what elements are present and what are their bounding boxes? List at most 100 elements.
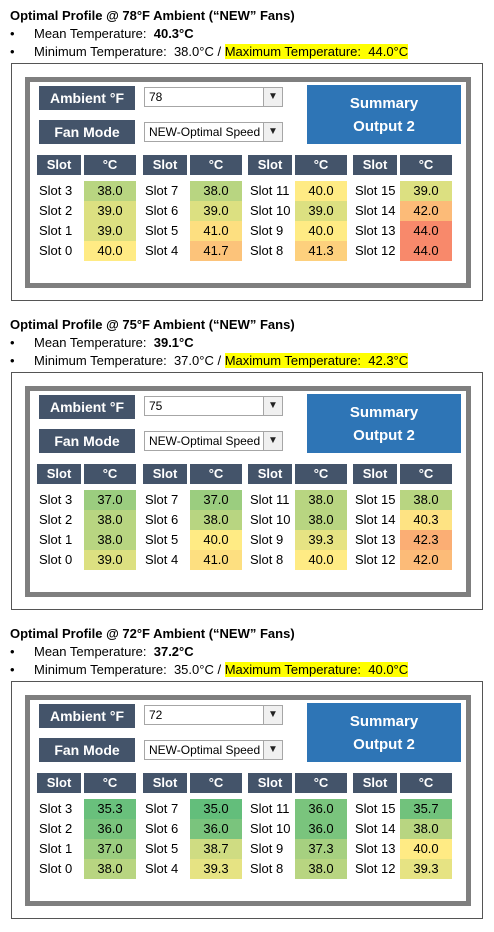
ambient-select[interactable]: 75 ▼	[144, 396, 283, 416]
slot-column-header: Slot	[143, 773, 187, 793]
slot-row: Slot 3 37.0	[37, 490, 136, 510]
dropdown-arrow-icon[interactable]: ▼	[263, 706, 282, 724]
slot-name: Slot 6	[145, 203, 179, 218]
slot-row: Slot 2 38.0	[37, 510, 136, 530]
slot-column-header: Slot	[37, 464, 81, 484]
ambient-select[interactable]: 78 ▼	[144, 87, 283, 107]
slot-row: Slot 5 38.7	[143, 839, 242, 859]
slot-row: Slot 11 40.0	[248, 181, 347, 201]
slot-name: Slot 13	[355, 841, 396, 856]
slot-temperature: 37.0	[84, 839, 136, 859]
celsius-column-header: °C	[190, 155, 242, 175]
slot-row: Slot 1 37.0	[37, 839, 136, 859]
slot-name: Slot 1	[39, 841, 73, 856]
min-max-temperature-line: • Minimum Temperature: 37.0°C / Maximum T…	[10, 353, 409, 368]
slot-column-header: Slot	[353, 773, 397, 793]
celsius-column-header: °C	[190, 773, 242, 793]
mean-temperature-line: • Mean Temperature: 37.2°C	[10, 644, 194, 659]
dropdown-arrow-icon[interactable]: ▼	[263, 123, 282, 141]
slot-row: Slot 4 39.3	[143, 859, 242, 879]
fan-mode-select[interactable]: NEW-Optimal Speed ▼	[144, 431, 283, 451]
separator: /	[217, 44, 222, 59]
slot-temperature: 44.0	[400, 241, 452, 261]
min-max-temperature-line: • Minimum Temperature: 38.0°C / Maximum T…	[10, 44, 409, 59]
slot-row: Slot 12 39.3	[353, 859, 452, 879]
slot-temperature: 39.0	[190, 201, 242, 221]
slot-name: Slot 0	[39, 861, 73, 876]
celsius-column-header: °C	[400, 773, 452, 793]
dropdown-arrow-icon[interactable]: ▼	[263, 88, 282, 106]
slot-row: Slot 8 40.0	[248, 550, 347, 570]
mean-value: 39.1°C	[153, 335, 194, 350]
slot-name: Slot 8	[250, 861, 284, 876]
dropdown-arrow-icon[interactable]: ▼	[263, 432, 282, 450]
slot-row: Slot 14 42.0	[353, 201, 452, 221]
celsius-column-header: °C	[190, 464, 242, 484]
slot-temperature: 38.0	[400, 819, 452, 839]
max-value: 44.0°C	[368, 44, 409, 59]
slot-name: Slot 11	[250, 183, 290, 198]
slot-temperature: 40.3	[400, 510, 452, 530]
slot-temperature: 36.0	[295, 819, 347, 839]
dropdown-arrow-icon[interactable]: ▼	[263, 397, 282, 415]
fan-mode-label: Fan Mode	[39, 429, 135, 453]
fan-mode-select[interactable]: NEW-Optimal Speed ▼	[144, 740, 283, 760]
ambient-select[interactable]: 72 ▼	[144, 705, 283, 725]
profile-panel: Ambient °F 72 ▼ Fan Mode NEW-Optimal Speed ▼ S…	[11, 681, 483, 919]
slot-column-header: Slot	[143, 464, 187, 484]
celsius-column-header: °C	[400, 464, 452, 484]
slot-temperature: 39.3	[295, 530, 347, 550]
fan-mode-label: Fan Mode	[39, 738, 135, 762]
slot-temperature: 41.3	[295, 241, 347, 261]
max-value: 42.3°C	[368, 353, 409, 368]
slot-name: Slot 4	[145, 552, 179, 567]
bullet-dot-icon: •	[10, 644, 15, 659]
slot-name: Slot 4	[145, 243, 179, 258]
slot-temperature: 38.7	[190, 839, 242, 859]
slot-column-header: Slot	[248, 773, 292, 793]
summary-line-1: Summary	[349, 712, 419, 730]
slot-temperature: 40.0	[295, 181, 347, 201]
celsius-column-header: °C	[295, 155, 347, 175]
slot-column-header: Slot	[248, 155, 292, 175]
slot-name: Slot 2	[39, 821, 73, 836]
celsius-column-header: °C	[295, 464, 347, 484]
slot-name: Slot 11	[250, 492, 290, 507]
slot-temperature: 40.0	[400, 839, 452, 859]
slot-name: Slot 3	[39, 801, 73, 816]
slot-row: Slot 15 38.0	[353, 490, 452, 510]
slot-temperature: 39.0	[84, 550, 136, 570]
dropdown-arrow-icon[interactable]: ▼	[263, 741, 282, 759]
slot-row: Slot 11 38.0	[248, 490, 347, 510]
profile-panel: Ambient °F 78 ▼ Fan Mode NEW-Optimal Speed ▼ S…	[11, 63, 483, 301]
slot-name: Slot 0	[39, 552, 73, 567]
max-value: 40.0°C	[368, 662, 409, 677]
slot-column-header: Slot	[37, 773, 81, 793]
slot-row: Slot 5 41.0	[143, 221, 242, 241]
slot-name: Slot 5	[145, 223, 179, 238]
profile-frame: Ambient °F 75 ▼ Fan Mode NEW-Optimal Speed ▼ S…	[25, 386, 471, 597]
slot-name: Slot 12	[355, 861, 396, 876]
slot-name: Slot 5	[145, 532, 179, 547]
slot-row: Slot 14 38.0	[353, 819, 452, 839]
slot-row: Slot 5 40.0	[143, 530, 242, 550]
slot-row: Slot 6 39.0	[143, 201, 242, 221]
slot-row: Slot 14 40.3	[353, 510, 452, 530]
max-temperature-highlight: Maximum Temperature: 40.0°C	[224, 662, 409, 677]
slot-temperature: 42.0	[400, 550, 452, 570]
slot-name: Slot 7	[145, 492, 179, 507]
max-temperature-highlight: Maximum Temperature: 44.0°C	[224, 44, 409, 59]
slot-temperature: 38.0	[84, 530, 136, 550]
slot-name: Slot 14	[355, 512, 396, 527]
slot-name: Slot 15	[355, 801, 396, 816]
slot-row: Slot 13 44.0	[353, 221, 452, 241]
ambient-label: Ambient °F	[39, 704, 135, 728]
slot-row: Slot 8 41.3	[248, 241, 347, 261]
separator: /	[217, 662, 222, 677]
slot-temperature: 38.0	[84, 510, 136, 530]
slot-temperature: 37.0	[190, 490, 242, 510]
summary-line-2: Output 2	[353, 426, 415, 444]
fan-mode-select[interactable]: NEW-Optimal Speed ▼	[144, 122, 283, 142]
profile-panel: Ambient °F 75 ▼ Fan Mode NEW-Optimal Speed ▼ S…	[11, 372, 483, 610]
profile-section: Optimal Profile @ 78°F Ambient (“NEW” Fa…	[0, 8, 494, 308]
